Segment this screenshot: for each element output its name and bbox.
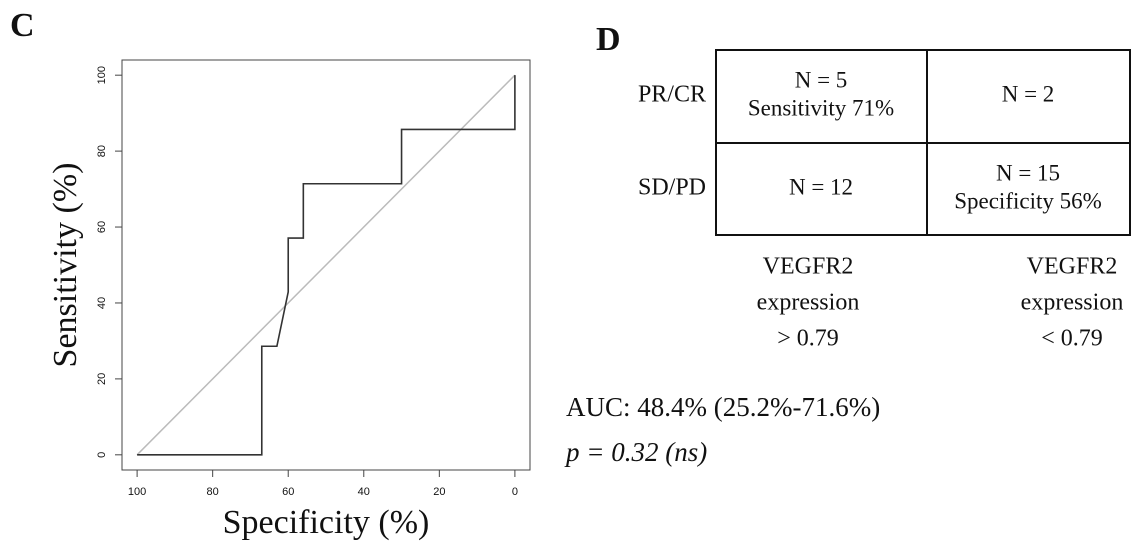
x-tick-label: 60 xyxy=(282,486,294,498)
reference-line xyxy=(136,74,516,456)
row-label: PR/CR xyxy=(638,82,706,108)
panel-label: C xyxy=(10,7,35,44)
y-axis-label: Sensitivity (%) xyxy=(47,163,84,368)
x-tick-label: 0 xyxy=(512,486,518,498)
x-tick-label: 20 xyxy=(433,486,445,498)
y-tick-label: 40 xyxy=(96,297,108,309)
table-cell: Sensitivity 71% xyxy=(748,95,894,120)
table-cell: N = 12 xyxy=(789,174,853,199)
x-axis-label: Specificity (%) xyxy=(223,504,430,541)
y-tick-label: 60 xyxy=(96,221,108,233)
column-label: > 0.79 xyxy=(777,326,839,352)
row-label: SD/PD xyxy=(638,175,706,201)
column-label: expression xyxy=(1021,290,1124,316)
x-tick-label: 40 xyxy=(358,486,370,498)
auc-text: AUC: 48.4% (25.2%-71.6%) xyxy=(566,392,880,422)
y-tick-label: 20 xyxy=(96,373,108,385)
table-cell: N = 5 xyxy=(795,67,848,92)
y-tick-label: 100 xyxy=(96,66,108,84)
column-label: expression xyxy=(757,290,860,316)
column-label: < 0.79 xyxy=(1041,326,1103,352)
table-cell: Specificity 56% xyxy=(954,188,1102,213)
y-tick-label: 80 xyxy=(96,145,108,157)
x-tick-label: 80 xyxy=(207,486,219,498)
column-label: VEGFR2 xyxy=(1027,254,1118,280)
column-label: VEGFR2 xyxy=(763,254,854,280)
y-tick-label: 0 xyxy=(96,452,108,458)
p-value-text: p = 0.32 (ns) xyxy=(564,437,707,467)
table-cell: N = 15 xyxy=(996,160,1060,185)
plot-frame xyxy=(121,59,531,471)
x-tick-label: 100 xyxy=(128,486,146,498)
panel-label: D xyxy=(596,21,621,58)
table-cell: N = 2 xyxy=(1002,81,1055,106)
roc-curve xyxy=(137,75,516,456)
